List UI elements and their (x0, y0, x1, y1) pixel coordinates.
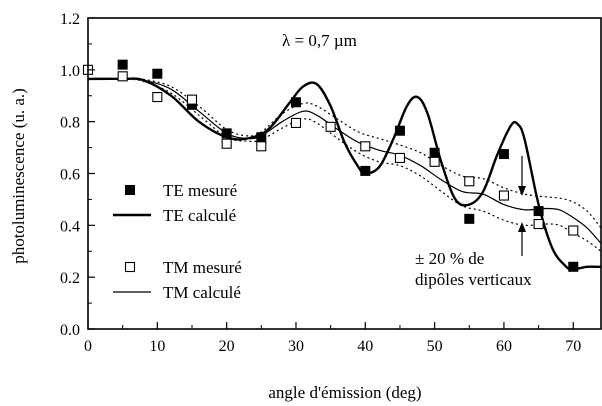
legend-te-calculated-label: TE calculé (163, 206, 236, 225)
band-arrows (518, 156, 526, 256)
legend-tm-calculated-label: TM calculé (163, 283, 241, 302)
tm-measured-point (360, 141, 371, 152)
tm-measured-point (464, 176, 475, 187)
te-measured-point (152, 68, 163, 79)
ticks-layer: 0 10 20 30 40 50 60 70 0.0 0.2 0.4 0.6 0.8 1.0 1.2 (60, 11, 581, 355)
tm-measured-point (152, 91, 163, 103)
te-measured-point (568, 261, 579, 272)
tm-measured-point (221, 138, 232, 149)
y-tick-label: 0.0 (60, 322, 80, 339)
y-tick-label: 0.8 (60, 115, 80, 132)
tm-measured-point (533, 218, 544, 230)
x-tick-label: 70 (565, 338, 581, 355)
te-measured-point (498, 149, 509, 160)
x-tick-label: 20 (219, 338, 235, 355)
tm-measured-point (568, 225, 579, 236)
tm-measured-point (186, 94, 198, 105)
te-measured-point (186, 99, 197, 110)
markers-layer (82, 59, 579, 272)
te-measured-point (464, 213, 475, 224)
tm-measured-point (498, 190, 509, 201)
te-calculated-curve (87, 77, 602, 271)
y-tick-label: 1.0 (60, 63, 80, 80)
x-tick-label: 40 (357, 338, 373, 355)
x-axis-label: angle d'émission (deg) (268, 383, 421, 402)
tm-upper-dotted-curve (87, 78, 602, 229)
te-measured-point (360, 165, 371, 176)
curves-layer (87, 77, 602, 271)
x-tick-label: 10 (149, 338, 165, 355)
y-tick-label: 0.6 (60, 167, 80, 184)
arrow-down-head (518, 186, 526, 196)
x-tick-label: 60 (496, 338, 512, 355)
legend-te-measured-label: TE mesuré (163, 181, 237, 200)
y-tick-label: 1.2 (60, 11, 80, 28)
te-measured-point (429, 147, 440, 158)
y-tick-label: 0.4 (60, 218, 80, 235)
band-annotation-line2: dipôles verticaux (415, 270, 532, 289)
te-measured-point (256, 132, 267, 143)
x-tick-label: 50 (427, 338, 443, 355)
tm-measured-point (256, 141, 267, 152)
legend-te-measured-marker (125, 185, 135, 195)
te-measured-point (394, 125, 405, 136)
tm-measured-point (394, 152, 406, 163)
tm-measured-point (290, 117, 302, 129)
x-tick-label: 0 (84, 338, 92, 355)
tm-measured-point (117, 71, 128, 82)
wavelength-annotation: λ = 0,7 µm (282, 31, 357, 50)
legend-tm-measured-marker (124, 261, 136, 273)
y-axis-label: photoluminescence (u. a.) (9, 88, 28, 264)
te-measured-point (533, 206, 544, 217)
te-measured-point (221, 128, 232, 139)
y-tick-label: 0.2 (60, 270, 80, 287)
te-measured-point (117, 59, 128, 70)
x-tick-label: 30 (288, 338, 304, 355)
legend: TE mesuré TE calculé TM mesuré TM calcul… (113, 181, 242, 302)
tm-lower-dotted-curve (87, 78, 602, 252)
tm-measured-point (325, 121, 336, 132)
legend-tm-measured-label: TM mesuré (163, 258, 242, 277)
arrow-up-head (518, 222, 526, 232)
tm-measured-point (429, 156, 440, 167)
te-measured-point (290, 97, 301, 108)
band-annotation-line1: ± 20 % de (415, 249, 484, 268)
